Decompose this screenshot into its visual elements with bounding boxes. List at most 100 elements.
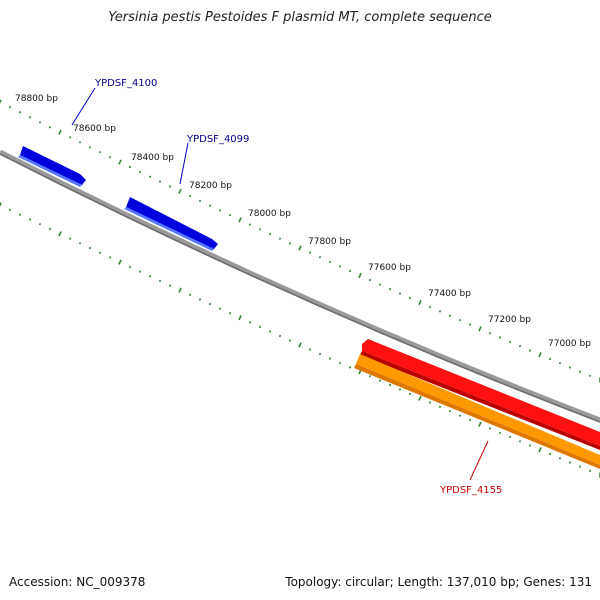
gene-label-ypdsf-4100[interactable]: YPDSF_4100 [94,78,157,89]
minor-tick [468,418,472,422]
ruler-label: 78000 bp [248,209,291,219]
ruler-label: 78800 bp [15,94,58,104]
minor-tick [218,209,222,212]
minor-tick [288,242,292,245]
minor-tick [168,185,172,188]
major-tick [0,99,2,104]
minor-tick [348,366,352,369]
minor-tick [228,213,232,217]
minor-tick [248,223,252,226]
gene-ypdsf-4099[interactable] [124,197,218,251]
ruler-label: 77400 bp [428,289,471,299]
minor-tick [338,265,342,268]
minor-tick [38,222,42,226]
minor-tick [488,427,492,430]
gene-label-ypdsf-4155[interactable]: YPDSF_4155 [439,485,502,496]
minor-tick [408,392,412,396]
minor-tick [588,374,592,378]
minor-tick [198,199,202,203]
minor-tick [158,279,162,283]
minor-tick [88,146,92,149]
minor-tick [88,246,92,250]
minor-tick [558,456,562,460]
minor-tick [508,340,512,344]
inner-tick-track [0,202,600,478]
major-tick [178,287,182,293]
minor-tick [38,121,42,124]
ruler-label: 78400 bp [131,153,174,163]
major-tick [538,447,542,453]
minor-tick [498,431,502,435]
backbone-line-shade [0,153,600,423]
minor-tick [558,361,562,365]
major-tick [538,352,542,358]
minor-tick [318,255,322,259]
minor-tick [508,435,512,439]
minor-tick [108,256,112,259]
minor-tick [268,232,272,236]
major-tick [298,342,302,348]
minor-tick [228,311,232,315]
ruler-label: 77200 bp [488,315,531,325]
minor-tick [168,284,172,287]
minor-tick [518,344,522,348]
minor-tick [468,323,472,326]
major-tick [238,217,242,223]
minor-tick [448,314,452,318]
minor-tick [308,251,312,254]
minor-tick [438,405,442,409]
major-tick [238,315,242,321]
minor-tick [438,310,442,313]
minor-tick [8,105,12,109]
major-tick [118,159,122,165]
gene-label-leader [179,142,189,185]
minor-tick [48,126,52,129]
major-tick [178,188,182,194]
minor-tick [388,287,392,291]
minor-tick [518,440,522,443]
minor-tick [398,388,402,391]
minor-tick [328,357,332,360]
minor-tick [368,374,372,378]
gene-label-leader [469,440,489,481]
minor-tick [78,242,82,245]
major-tick [358,272,362,279]
minor-tick [128,165,132,169]
major-tick [418,395,422,401]
gene-ypdsf-4155[interactable] [360,339,600,450]
minor-tick [398,292,402,295]
major-tick [58,231,62,237]
topology-summary: Topology: circular; Length: 137,010 bp; … [285,575,592,589]
minor-tick [18,110,22,114]
gene-label-leader [71,87,96,126]
minor-tick [28,218,32,221]
gene-label-ypdsf-4099[interactable]: YPDSF_4099 [186,134,249,145]
cds-ypdsf-4155[interactable] [354,354,600,469]
gene-ypdsf-4100[interactable] [18,146,86,187]
minor-tick [308,348,312,351]
backbone-line [0,149,600,423]
minor-tick [278,237,282,240]
minor-tick [108,155,112,159]
minor-tick [78,141,82,144]
minor-tick [578,370,582,373]
minor-tick [258,325,262,329]
minor-tick [98,251,102,255]
minor-tick [368,278,372,282]
major-tick [478,421,482,427]
map-title: Yersinia pestis Pestoides F plasmid MT, … [108,10,492,25]
minor-tick [328,260,332,264]
minor-tick [18,213,22,216]
minor-tick [148,175,152,178]
minor-tick [578,465,582,468]
major-tick [58,129,62,135]
minor-tick [348,269,352,273]
major-tick [0,202,2,207]
minor-tick [458,318,462,322]
minor-tick [138,170,142,174]
minor-tick [208,302,212,306]
minor-tick [318,352,322,356]
major-tick [478,326,482,332]
minor-tick [528,444,532,447]
